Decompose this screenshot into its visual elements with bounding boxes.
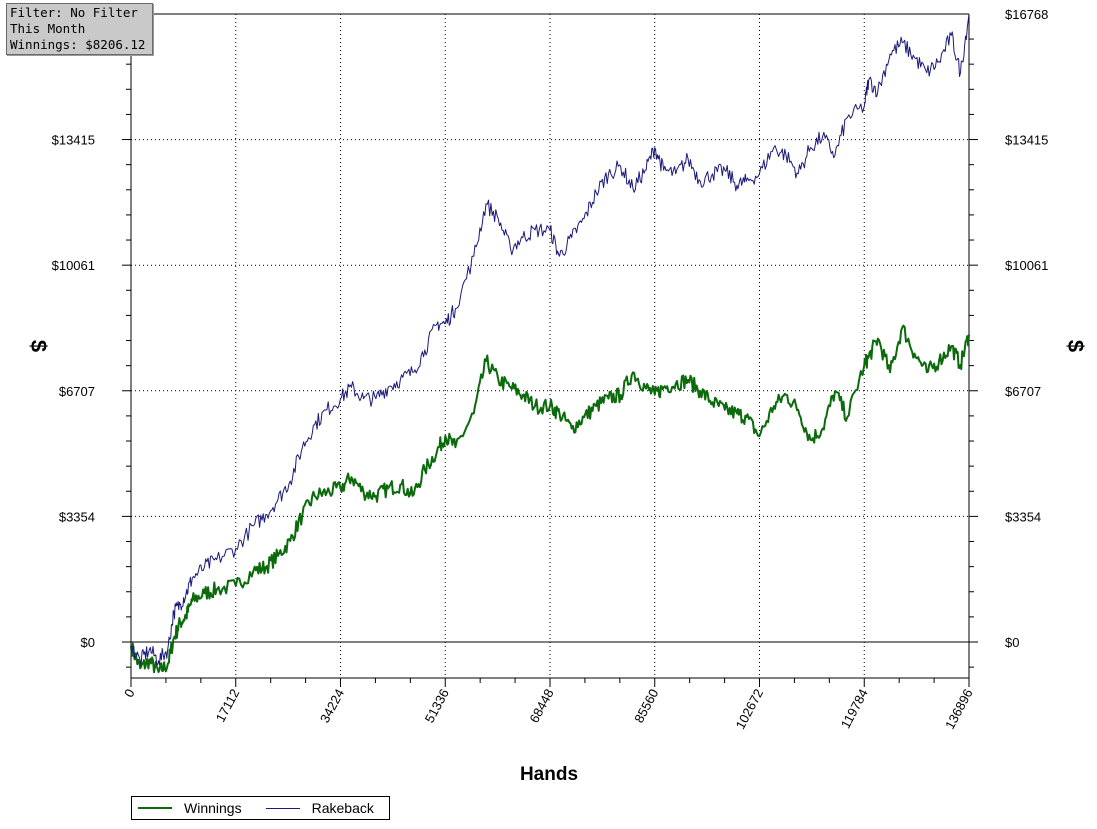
chart-ticks [122, 38, 978, 687]
y-tick-label-left: $6707 [59, 384, 95, 399]
y-tick-labels: $0 $0 $3354 $3354 $6707 $6707 $10061 $10061 $134… [52, 7, 1049, 650]
legend-label-rakeback: Rakeback [311, 800, 374, 816]
chart-legend: Winnings Rakeback [131, 796, 390, 820]
y-axis-label-right: $ [1063, 340, 1088, 352]
x-tick-label: 17112 [213, 686, 243, 724]
y-tick-label-left: $3354 [59, 509, 95, 524]
filter-info-box: Filter: No Filter This Month Winnings: $… [6, 3, 153, 55]
filter-line: Filter: No Filter [10, 5, 138, 20]
period-line: This Month [10, 21, 86, 36]
x-tick-labels: 0 17112 34224 51336 68448 85560 102672 119784 13… [121, 686, 976, 731]
chart-series [130, 13, 970, 674]
y-tick-label-left: $13415 [52, 133, 95, 148]
x-tick-label: 51336 [422, 686, 452, 725]
x-tick-label: 0 [121, 686, 138, 699]
legend-swatch-rakeback [265, 807, 300, 809]
winnings-line: Winnings: $8206.12 [10, 37, 146, 52]
chart-grid [131, 13, 969, 678]
y-tick-label-left: $10061 [52, 258, 95, 273]
x-tick-label: 102672 [733, 686, 767, 731]
legend-swatch-winnings [138, 807, 172, 809]
y-tick-label-right: $0 [1005, 635, 1019, 650]
y-axis-label-left: $ [26, 340, 51, 352]
y-tick-label-right: $6707 [1005, 384, 1041, 399]
y-tick-label-right: $13415 [1005, 133, 1048, 148]
y-tick-label-right: $10061 [1005, 258, 1048, 273]
y-tick-label-right: $16768 [1005, 7, 1048, 22]
x-tick-label: 34224 [317, 686, 347, 725]
y-tick-label-left: $0 [81, 635, 95, 650]
x-tick-label: 85560 [631, 686, 661, 725]
x-tick-label: 68448 [526, 686, 556, 725]
series-line-rakeback [130, 13, 970, 666]
legend-label-winnings: Winnings [184, 800, 242, 816]
y-tick-label-right: $3354 [1005, 509, 1041, 524]
legend-item-rakeback: Rakeback [265, 800, 374, 816]
x-axis-label: Hands [520, 764, 578, 785]
legend-item-winnings: Winnings [138, 800, 242, 816]
x-tick-label: 119784 [838, 686, 871, 730]
series-line-winnings [130, 324, 970, 674]
x-tick-label: 136896 [942, 686, 976, 731]
